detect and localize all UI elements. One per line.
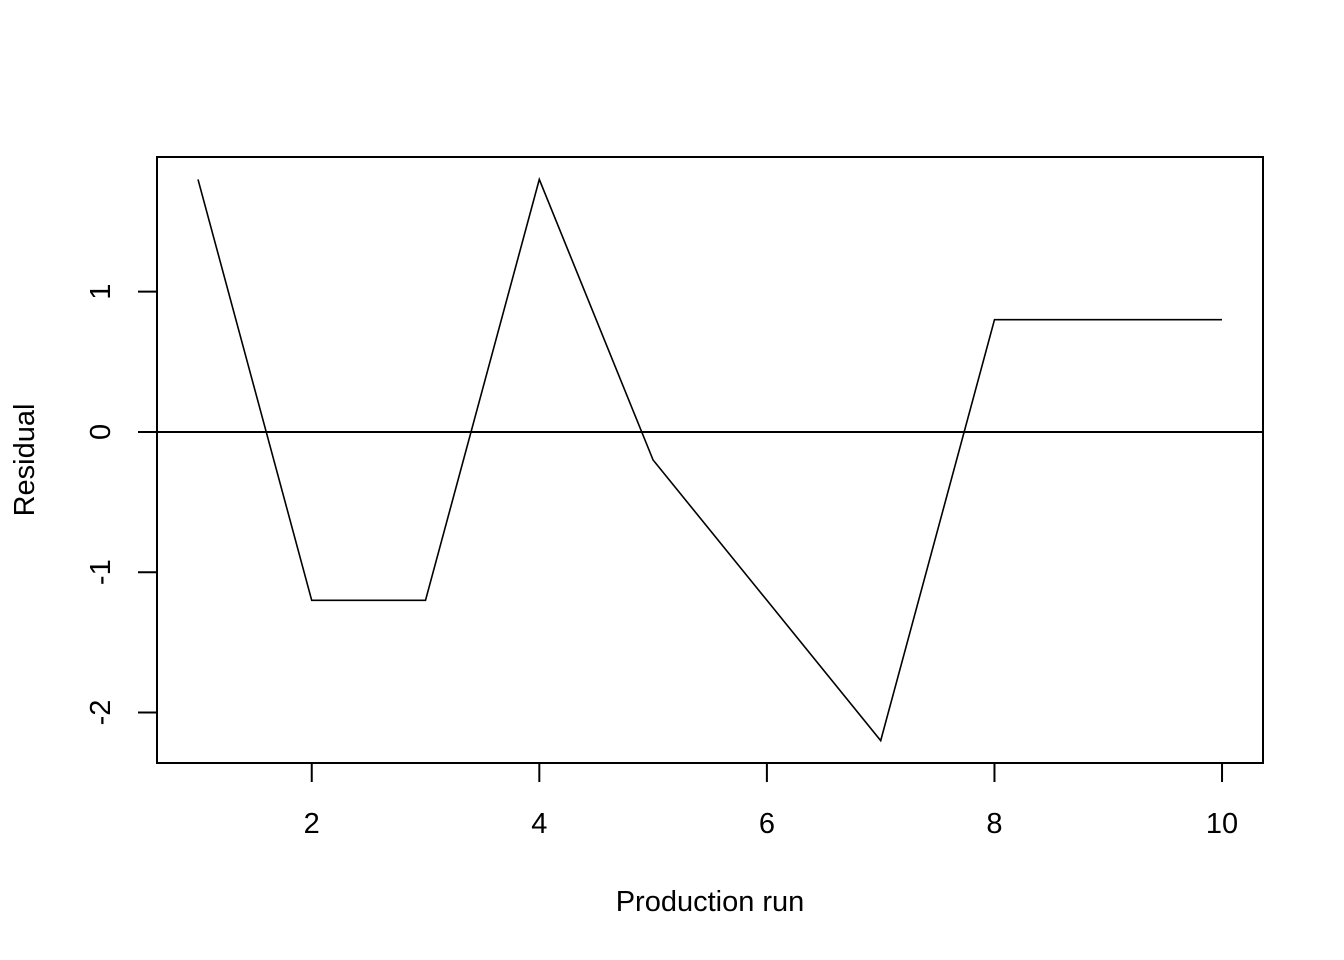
y-axis: -2 -1 0 1 xyxy=(85,284,157,726)
x-tick-label: 8 xyxy=(986,808,1002,840)
y-axis-label: Residual xyxy=(9,404,41,517)
plot-frame xyxy=(156,156,1264,764)
x-tick-label: 6 xyxy=(759,808,775,840)
x-axis-label: Production run xyxy=(616,886,805,918)
x-tick-label: 10 xyxy=(1206,808,1238,840)
residual-series-line xyxy=(197,176,1222,743)
y-tick-label: -2 xyxy=(85,700,117,726)
x-tick-label: 2 xyxy=(304,808,320,840)
y-tick-label: 1 xyxy=(85,284,117,300)
y-tick-label: 0 xyxy=(85,424,117,440)
x-axis: 2 4 6 8 10 xyxy=(304,763,1238,840)
x-tick-label: 4 xyxy=(531,808,547,840)
y-tick-label: -1 xyxy=(85,559,117,585)
